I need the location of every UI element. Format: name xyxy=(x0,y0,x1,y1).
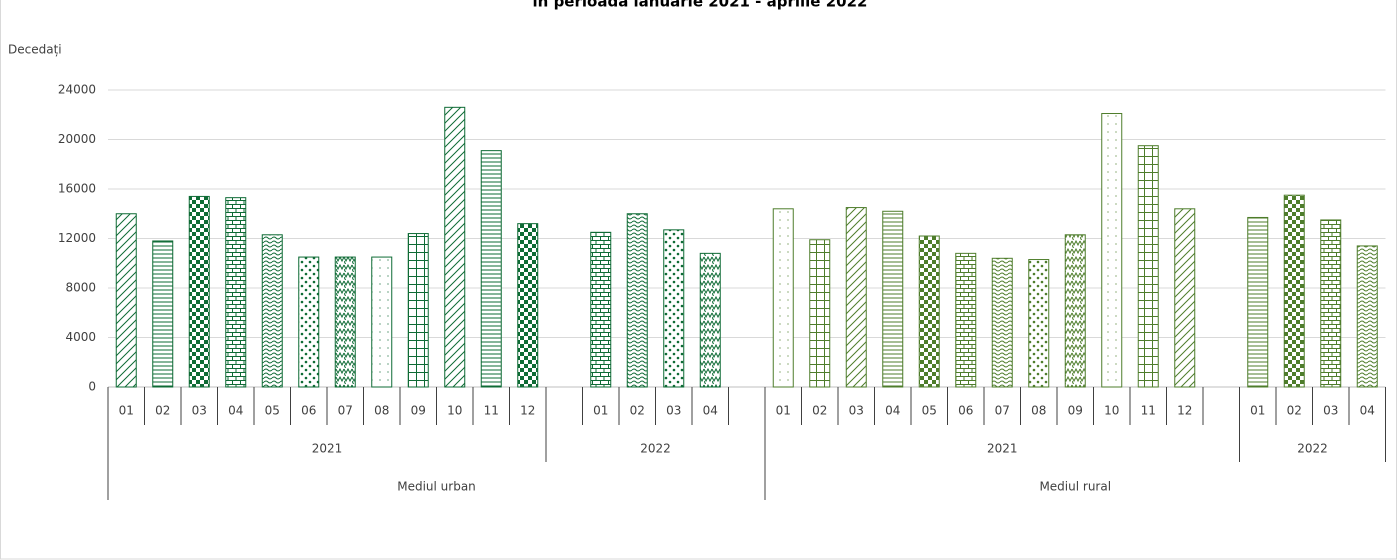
x-tick-label: 09 xyxy=(1068,404,1083,418)
bar xyxy=(809,239,831,388)
bar xyxy=(1137,145,1159,388)
x-tick-label: 01 xyxy=(119,404,134,418)
x-tick-label: 12 xyxy=(520,404,535,418)
bar xyxy=(590,231,612,388)
x-tick-label: 03 xyxy=(849,404,864,418)
bar xyxy=(298,256,320,388)
bar xyxy=(371,256,393,388)
x-tick-label: 02 xyxy=(1287,404,1302,418)
bar xyxy=(699,252,721,388)
bar xyxy=(1283,194,1305,388)
y-axis-label: Decedați xyxy=(8,43,62,57)
bar xyxy=(1356,245,1378,388)
x-tick-label: 02 xyxy=(155,404,170,418)
x-tick-label: 11 xyxy=(484,404,499,418)
bar xyxy=(1320,219,1342,388)
x-tick-label: 03 xyxy=(666,404,681,418)
x-tick-label: 08 xyxy=(374,404,389,418)
x-tick-label: 09 xyxy=(411,404,426,418)
x-tick-label: 02 xyxy=(812,404,827,418)
x-tick-label: 06 xyxy=(958,404,973,418)
chart-title: în perioada ianuarie 2021 - aprilie 2022 xyxy=(532,0,868,11)
x-tick-label: 10 xyxy=(447,404,462,418)
x-tick-label: 05 xyxy=(922,404,937,418)
y-tick-label: 12000 xyxy=(58,231,96,245)
x-tick-label: 01 xyxy=(593,404,608,418)
x-tick-label: 04 xyxy=(885,404,900,418)
bar xyxy=(152,240,174,388)
bar xyxy=(991,257,1013,388)
x-tick-label: 08 xyxy=(1031,404,1046,418)
x-tick-label: 04 xyxy=(703,404,718,418)
y-tick-label: 0 xyxy=(88,380,96,394)
x-tick-label: 10 xyxy=(1104,404,1119,418)
bar xyxy=(882,210,904,388)
bar xyxy=(188,195,210,388)
bar xyxy=(407,233,429,388)
y-tick-label: 20000 xyxy=(58,132,96,146)
x-tick-label: 07 xyxy=(995,404,1010,418)
bar xyxy=(225,197,247,388)
x-tick-label: 04 xyxy=(1360,404,1375,418)
bar xyxy=(444,106,466,388)
bar xyxy=(663,229,685,388)
x-tick-label: 07 xyxy=(338,404,353,418)
bar xyxy=(115,213,137,388)
y-tick-label: 16000 xyxy=(58,182,96,196)
group-label: Mediul urban xyxy=(397,480,476,494)
bar xyxy=(517,223,539,388)
bar xyxy=(1101,113,1123,388)
x-tick-label: 01 xyxy=(776,404,791,418)
bar xyxy=(480,150,502,388)
bar xyxy=(261,234,283,388)
x-tick-label: 11 xyxy=(1141,404,1156,418)
x-tick-label: 03 xyxy=(1323,404,1338,418)
x-tick-label: 03 xyxy=(192,404,207,418)
x-tick-label: 12 xyxy=(1177,404,1192,418)
bar xyxy=(1174,208,1196,388)
bar xyxy=(918,235,940,388)
y-tick-label: 24000 xyxy=(58,83,96,97)
x-tick-label: 04 xyxy=(228,404,243,418)
bar xyxy=(955,252,977,388)
bar xyxy=(772,208,794,388)
bar xyxy=(1064,234,1086,388)
y-tick-label: 4000 xyxy=(65,330,96,344)
bar xyxy=(1247,216,1269,388)
bar xyxy=(626,213,648,388)
x-tick-label: 01 xyxy=(1250,404,1265,418)
bar xyxy=(1028,259,1050,388)
bar xyxy=(845,207,867,388)
x-tick-label: 06 xyxy=(301,404,316,418)
x-tick-label: 05 xyxy=(265,404,280,418)
y-tick-label: 8000 xyxy=(65,281,96,295)
x-tick-label: 02 xyxy=(630,404,645,418)
year-label: 2022 xyxy=(1297,442,1328,456)
year-label: 2021 xyxy=(312,442,343,456)
year-label: 2021 xyxy=(987,442,1018,456)
group-label: Mediul rural xyxy=(1039,480,1111,494)
bar xyxy=(334,256,356,388)
year-label: 2022 xyxy=(640,442,671,456)
